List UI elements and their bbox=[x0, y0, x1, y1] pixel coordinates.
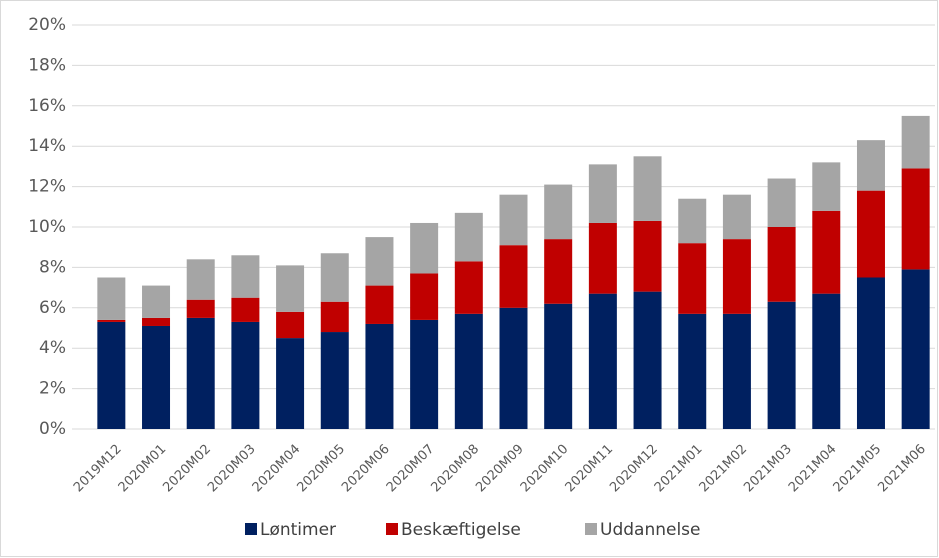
bar-segment bbox=[320, 332, 349, 429]
bar-segment bbox=[454, 313, 483, 429]
bar-segment bbox=[678, 313, 707, 429]
bar-segment bbox=[812, 293, 841, 429]
y-tick-label: 16% bbox=[28, 96, 66, 116]
bar-segment bbox=[142, 325, 171, 429]
legend-label: Beskæftigelse bbox=[401, 520, 521, 540]
y-tick-label: 14% bbox=[28, 136, 66, 156]
bar-segment bbox=[812, 210, 841, 294]
legend-label: Løntimer bbox=[260, 520, 336, 540]
y-tick-label: 6% bbox=[39, 298, 66, 318]
bar-segment bbox=[901, 168, 930, 270]
y-tick-label: 10% bbox=[28, 217, 66, 237]
y-tick-label: 0% bbox=[39, 419, 66, 439]
bar-segment bbox=[544, 184, 573, 240]
bar-segment bbox=[722, 313, 751, 429]
bar-segment bbox=[722, 194, 751, 240]
bar-segment bbox=[142, 317, 171, 326]
bar-segment bbox=[231, 297, 260, 322]
bar-segment bbox=[320, 253, 349, 302]
bar-segment bbox=[454, 212, 483, 262]
legend-label: Uddannelse bbox=[600, 520, 701, 540]
bar-segment bbox=[812, 162, 841, 211]
y-tick-label: 2% bbox=[39, 379, 66, 399]
bar-segment bbox=[97, 321, 126, 429]
bar-segment bbox=[767, 301, 796, 429]
bar-segment bbox=[722, 239, 751, 314]
bar-segment bbox=[499, 307, 528, 429]
bar-segment bbox=[678, 198, 707, 244]
bar-segment bbox=[633, 291, 662, 429]
bar-segment bbox=[276, 338, 305, 429]
bar-segment bbox=[186, 259, 215, 300]
y-tick-label: 18% bbox=[28, 55, 66, 75]
bar-segment bbox=[231, 255, 260, 298]
y-tick-label: 20% bbox=[28, 15, 66, 35]
bar-segment bbox=[186, 317, 215, 429]
legend-swatch bbox=[245, 523, 257, 535]
bar-segment bbox=[767, 178, 796, 227]
legend-swatch bbox=[386, 523, 398, 535]
bar-segment bbox=[231, 321, 260, 429]
bar-segment bbox=[499, 194, 528, 246]
bar-segment bbox=[856, 140, 885, 191]
bar-segment bbox=[499, 245, 528, 308]
y-tick-label: 12% bbox=[28, 177, 66, 197]
bar-segment bbox=[767, 227, 796, 302]
bar-segment bbox=[588, 293, 617, 429]
bar-segment bbox=[454, 261, 483, 314]
bar-segment bbox=[588, 222, 617, 294]
bar-segment bbox=[856, 190, 885, 278]
bar-segment bbox=[410, 222, 439, 274]
bar-segment bbox=[276, 265, 305, 312]
bar-segment bbox=[186, 299, 215, 318]
bar-segment bbox=[410, 319, 439, 429]
bar-segment bbox=[365, 285, 394, 324]
bar-segment bbox=[633, 156, 662, 221]
bar-segment bbox=[901, 115, 930, 169]
bar-segment bbox=[633, 220, 662, 292]
bar-segment bbox=[544, 303, 573, 429]
bar-segment bbox=[97, 277, 126, 320]
bar-segment bbox=[588, 164, 617, 223]
y-tick-label: 4% bbox=[39, 338, 66, 358]
bar-segment bbox=[856, 277, 885, 429]
bar-segment bbox=[320, 301, 349, 333]
bar-segment bbox=[901, 269, 930, 429]
bar-segment bbox=[678, 243, 707, 314]
bar-segment bbox=[544, 239, 573, 304]
bar-segment bbox=[365, 237, 394, 286]
y-tick-label: 8% bbox=[39, 257, 66, 277]
legend-swatch bbox=[585, 523, 597, 535]
bar-segment bbox=[97, 319, 126, 322]
bar-segment bbox=[276, 311, 305, 339]
bar-segment bbox=[410, 273, 439, 320]
bar-segment bbox=[142, 285, 171, 318]
bar-segment bbox=[365, 323, 394, 429]
